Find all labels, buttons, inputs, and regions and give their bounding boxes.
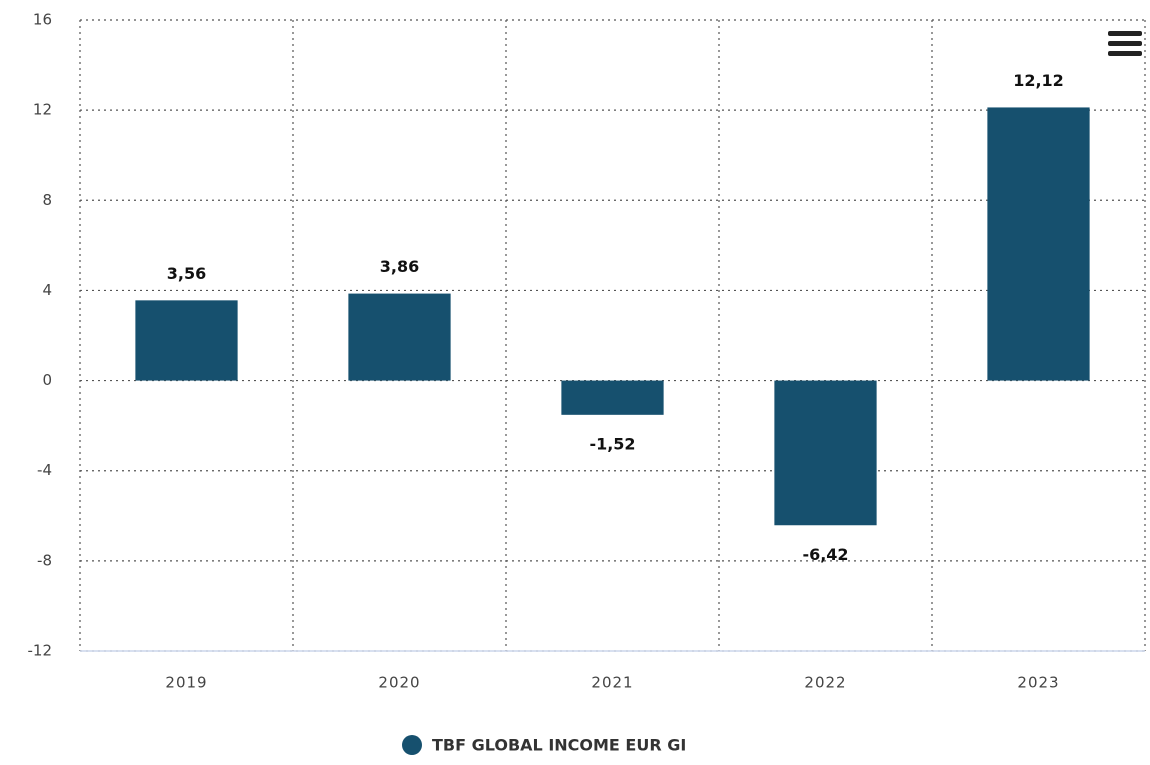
x-tick-label: 2022 — [804, 674, 846, 692]
y-tick-label: -4 — [37, 461, 52, 479]
y-tick-label: 8 — [42, 191, 52, 209]
bar — [348, 293, 451, 381]
data-label: 3,86 — [380, 257, 419, 276]
menu-bar[interactable] — [1108, 31, 1142, 36]
y-tick-label: 4 — [42, 281, 52, 299]
y-tick-label: 16 — [33, 11, 52, 29]
legend-marker — [402, 735, 422, 755]
x-tick-label: 2023 — [1017, 674, 1059, 692]
menu-bar[interactable] — [1108, 51, 1142, 56]
bar — [561, 380, 664, 415]
data-label: 12,12 — [1013, 71, 1064, 90]
data-label: -6,42 — [802, 545, 848, 564]
y-tick-label: 12 — [33, 101, 52, 119]
bar — [135, 300, 238, 381]
bar — [987, 107, 1090, 381]
menu-bar[interactable] — [1108, 41, 1142, 46]
y-tick-label: 0 — [42, 371, 52, 389]
data-label: 3,56 — [167, 264, 206, 283]
x-tick-label: 2019 — [165, 674, 207, 692]
y-tick-label: -12 — [28, 642, 53, 660]
bar — [774, 380, 877, 526]
menu-icon[interactable] — [1108, 31, 1142, 56]
x-tick-label: 2020 — [378, 674, 420, 692]
x-tick-label: 2021 — [591, 674, 633, 692]
y-tick-label: -8 — [37, 551, 52, 569]
legend-label: TBF GLOBAL INCOME EUR GI — [432, 736, 686, 755]
data-label: -1,52 — [589, 434, 635, 453]
